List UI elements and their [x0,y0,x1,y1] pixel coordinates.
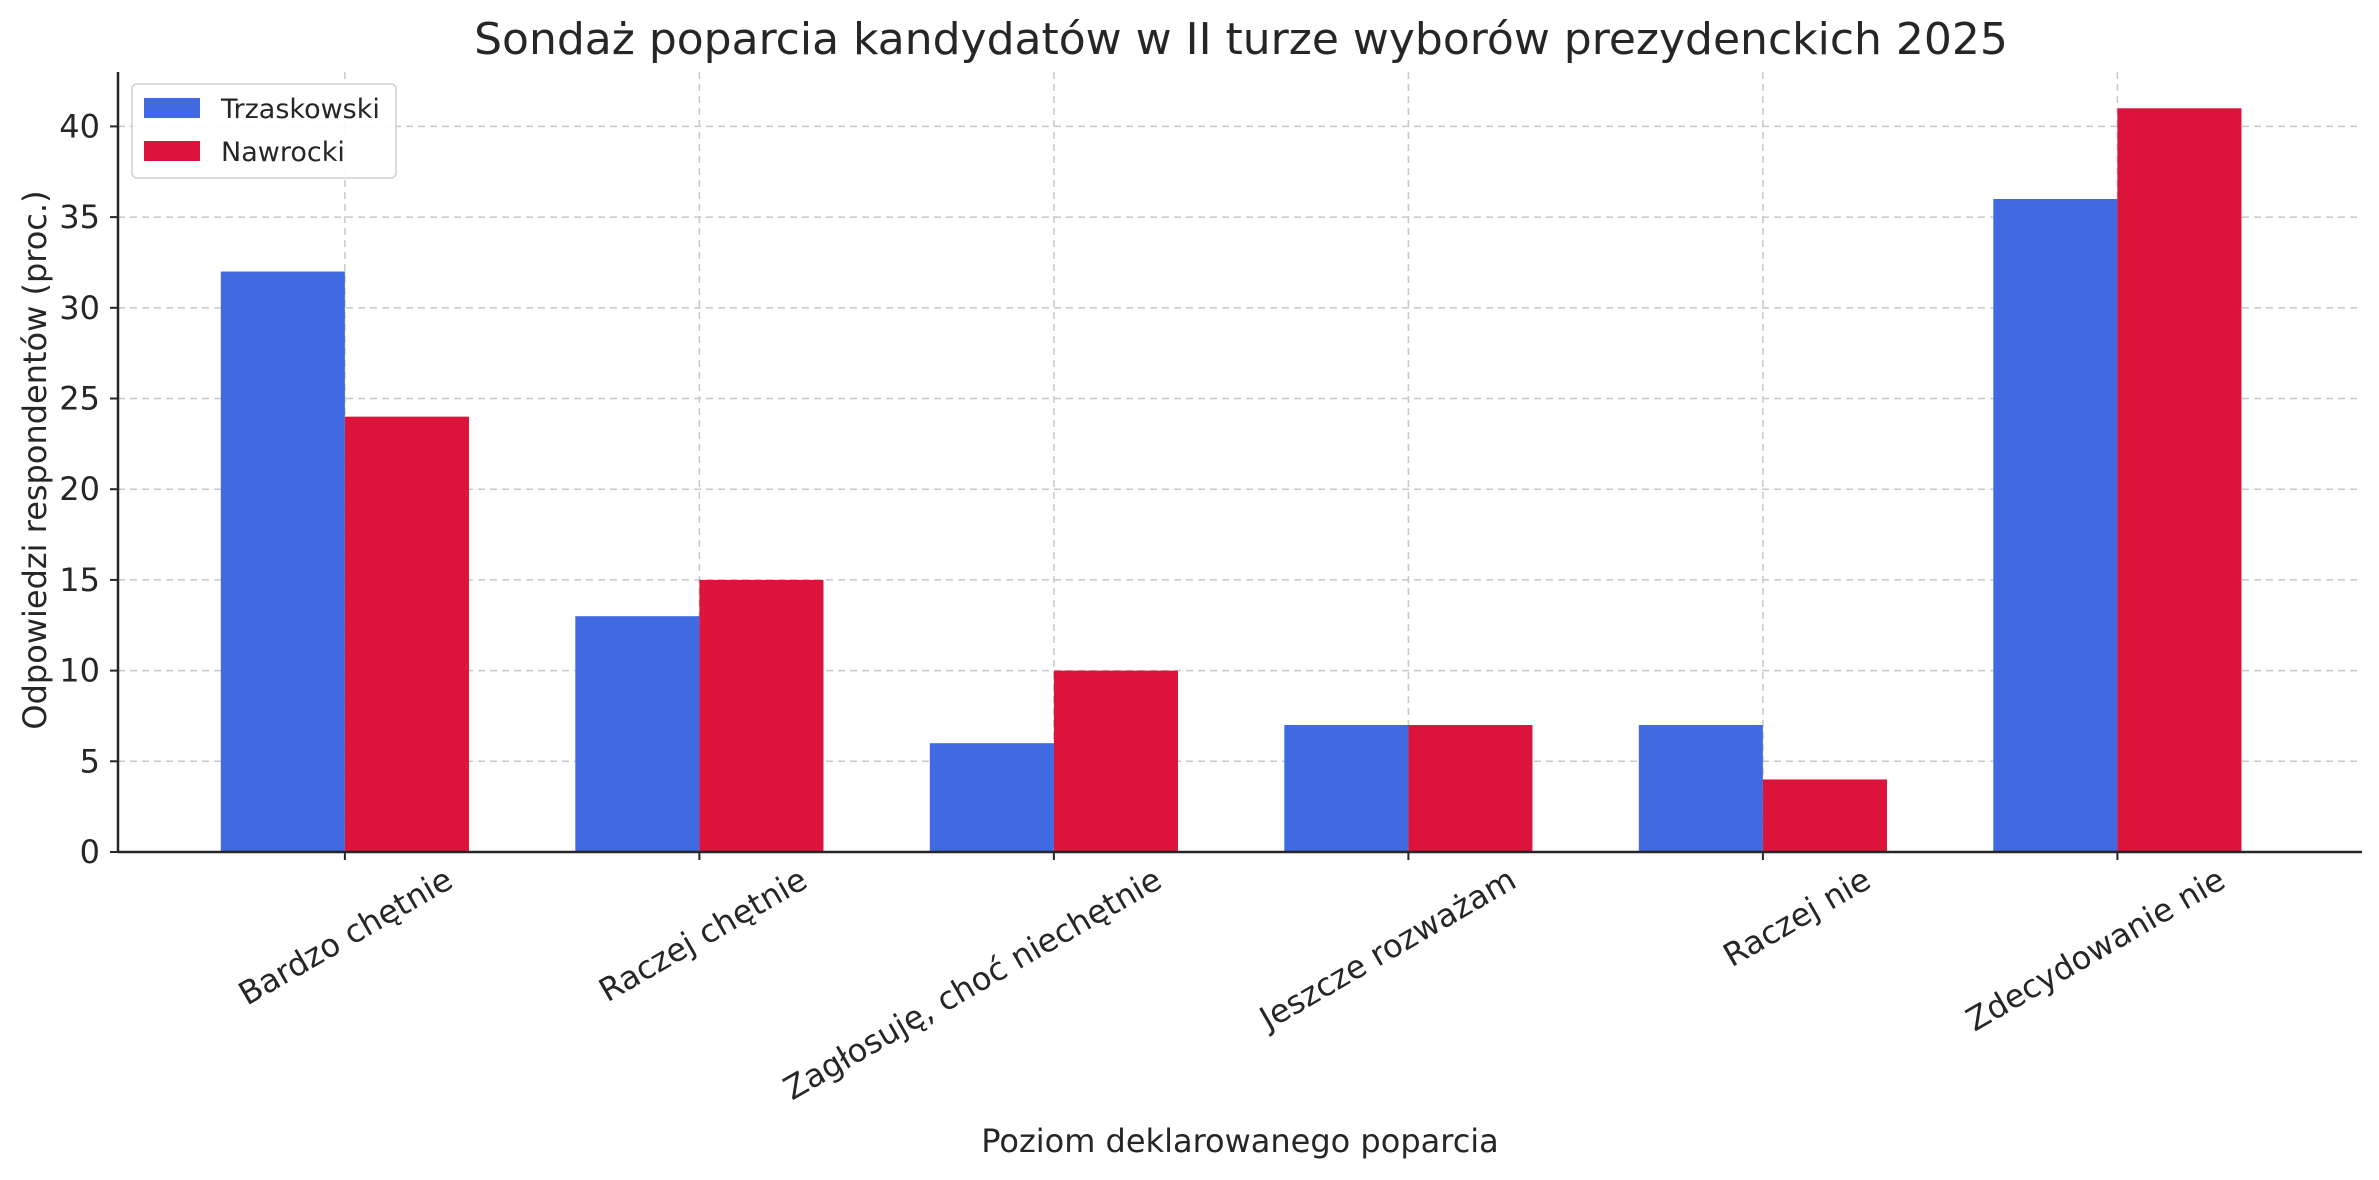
bar-trzaskowski-2 [929,743,1054,852]
bar-trzaskowski-5 [1993,198,2118,852]
bar-nawrocki-0 [344,416,469,852]
y-tick-label: 5 [80,742,100,780]
bar-nawrocki-2 [1053,670,1178,852]
legend-label-trzaskowski: Trzaskowski [220,94,380,125]
bar-nawrocki-5 [2117,108,2242,853]
bar-trzaskowski-1 [575,616,700,852]
chart-title: Sondaż poparcia kandydatów w II turze wy… [474,14,2008,65]
bar-nawrocki-3 [1408,725,1533,852]
x-tick-label: Raczej nie [1717,860,1877,974]
bar-trzaskowski-0 [220,271,345,852]
x-tick-label: Jeszcze rozważam [1251,860,1522,1038]
bar-nawrocki-1 [699,579,824,852]
legend-label-nawrocki: Nawrocki [221,137,345,168]
bar-trzaskowski-3 [1284,725,1409,852]
y-tick-label: 20 [59,470,100,508]
y-axis-label: Odpowiedzi respondentów (proc.) [16,190,54,729]
y-tick-label: 35 [59,198,100,236]
y-tick-label: 15 [59,561,100,599]
legend-swatch-trzaskowski [144,98,200,118]
x-axis-label: Poziom deklarowanego poparcia [981,1122,1499,1160]
x-tick-label: Bardzo chętnie [232,860,459,1013]
legend-swatch-nawrocki [144,141,200,161]
bar-nawrocki-4 [1762,779,1887,852]
y-tick-label: 25 [59,380,100,418]
x-tick-label: Raczej chętnie [592,860,813,1010]
x-tick-label: Zdecydowanie nie [1960,860,2232,1039]
axes-layer [116,72,2362,854]
bar-trzaskowski-4 [1638,725,1763,852]
x-tick-label: Zagłosuję, choć niechętnie [777,860,1168,1108]
y-tick-label: 0 [80,833,100,871]
bars-layer [220,108,2242,853]
y-tick-label: 30 [59,289,100,327]
y-tick-label: 40 [59,107,100,145]
grid-layer [118,72,2362,853]
y-tick-label: 10 [59,652,100,690]
legend: Trzaskowski Nawrocki [131,83,397,179]
